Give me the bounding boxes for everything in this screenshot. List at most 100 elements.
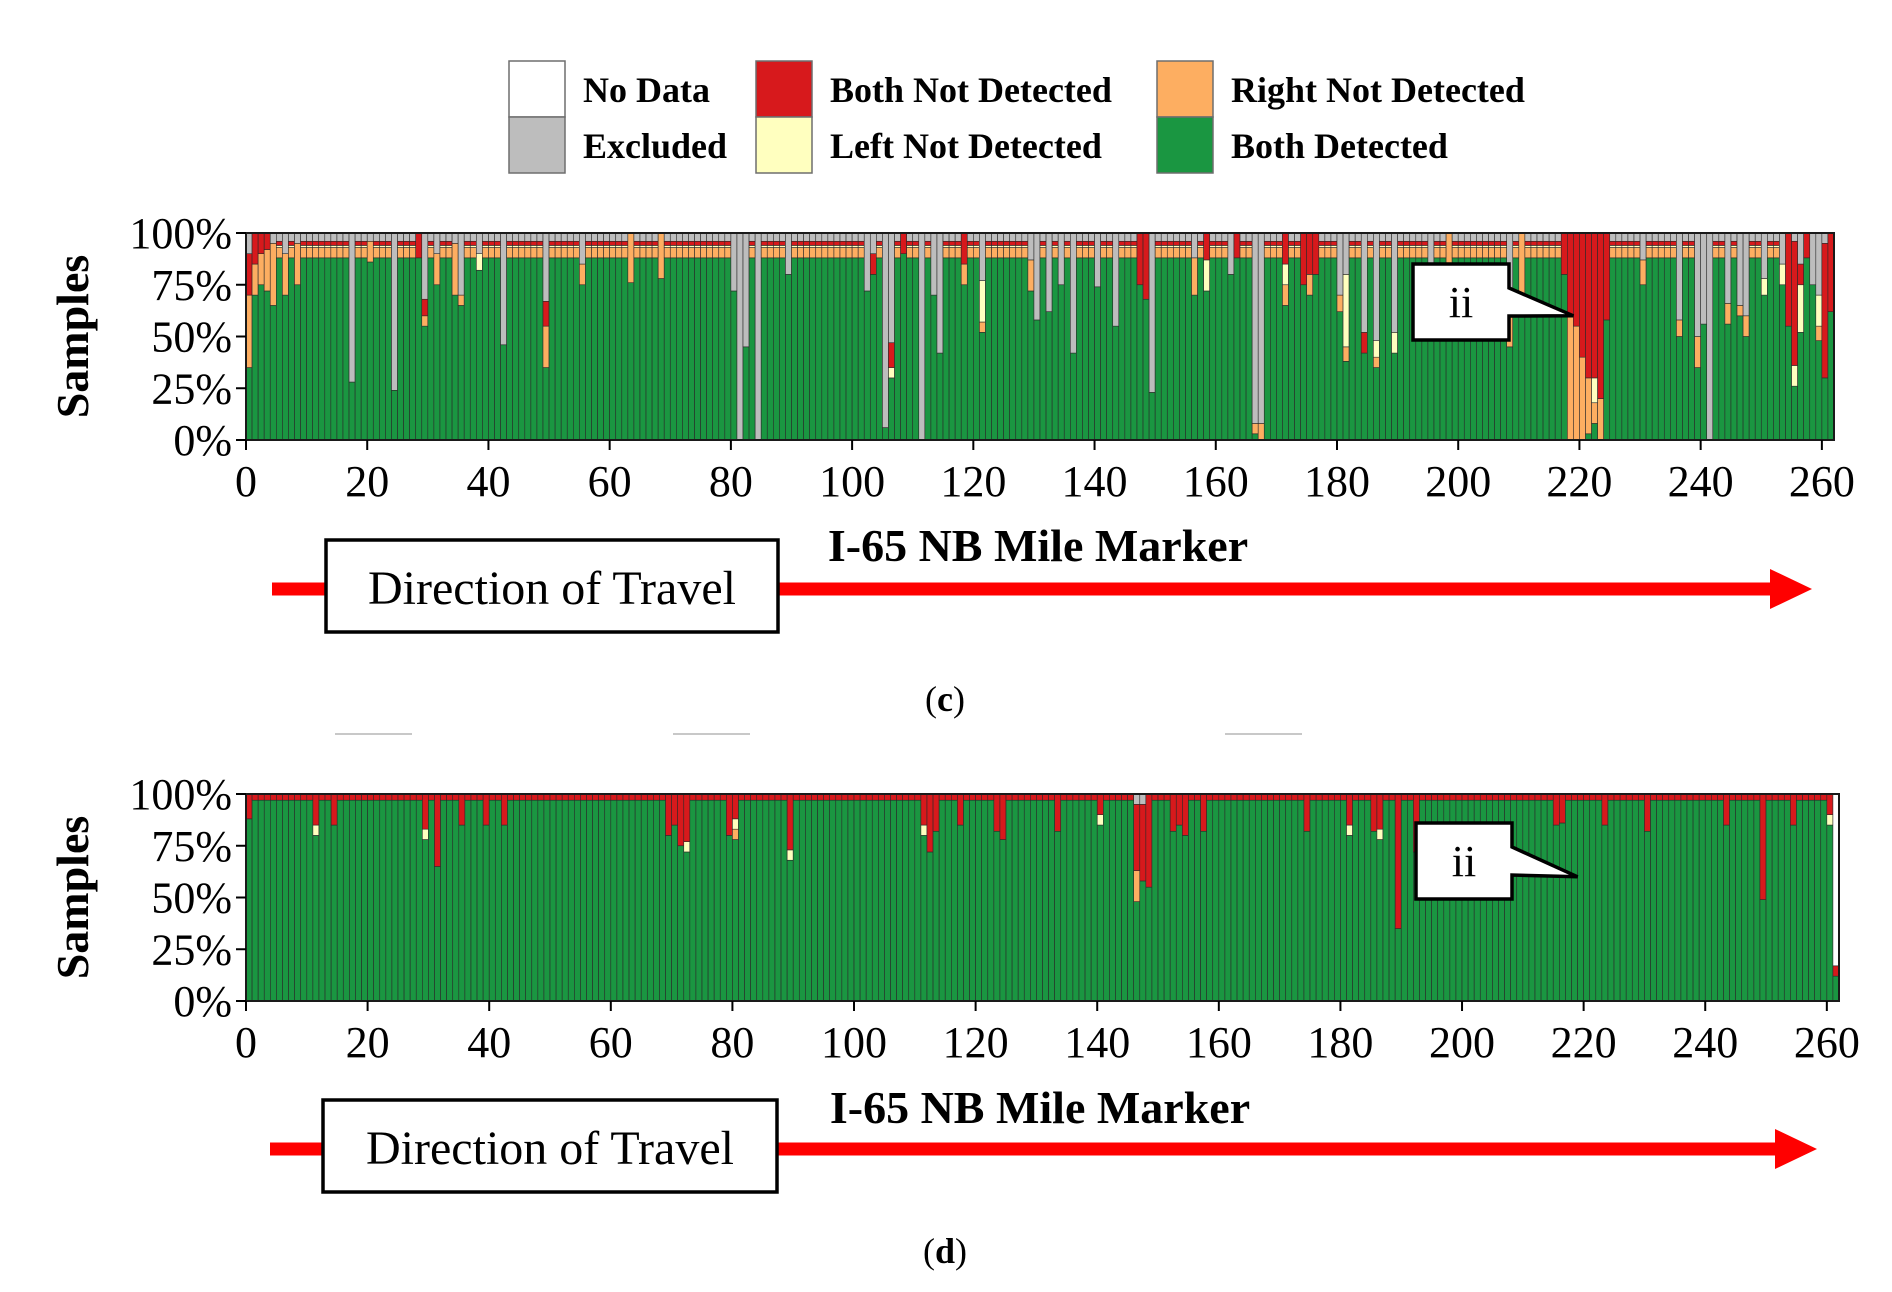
bar-segment-both-detected bbox=[1072, 799, 1080, 1002]
bar bbox=[1712, 232, 1720, 441]
bar bbox=[1015, 232, 1023, 441]
bar bbox=[355, 793, 362, 1002]
bar bbox=[403, 793, 411, 1002]
bar bbox=[1182, 793, 1189, 1002]
bar-segment-right-not-detected bbox=[839, 247, 847, 259]
bar-segment-both-detected bbox=[1300, 284, 1307, 441]
bar bbox=[1084, 793, 1092, 1002]
bar-segment-both-not-detected bbox=[1354, 240, 1362, 246]
bar-segment-both-detected bbox=[1078, 799, 1086, 1002]
bar-segment-excluded bbox=[1367, 232, 1374, 242]
bar-segment-both-not-detected bbox=[621, 240, 629, 246]
bar-segment-both-detected bbox=[1591, 423, 1598, 441]
bar-segment-both-not-detected bbox=[1160, 240, 1168, 246]
bar-segment-right-not-detected bbox=[1215, 247, 1223, 259]
bar-segment-left-not-detected bbox=[372, 245, 380, 248]
bar-segment-both-not-detected bbox=[1303, 793, 1311, 832]
bar bbox=[1615, 232, 1623, 441]
bar bbox=[1573, 232, 1580, 441]
bar bbox=[969, 793, 976, 1002]
y-tick-label: 50% bbox=[151, 313, 232, 362]
bar-segment-both-detected bbox=[342, 799, 350, 1002]
bar bbox=[360, 232, 368, 441]
bar bbox=[1124, 232, 1132, 441]
bar-segment-excluded bbox=[991, 232, 998, 242]
bar-segment-excluded bbox=[1124, 232, 1132, 242]
bar-segment-both-detected bbox=[288, 257, 295, 441]
bar bbox=[251, 232, 259, 441]
bar-segment-both-detected bbox=[615, 257, 623, 441]
bar-segment-left-not-detected bbox=[427, 245, 435, 248]
bar-segment-excluded bbox=[930, 232, 938, 296]
bar-segment-both-detected bbox=[985, 257, 992, 441]
bar-segment-both-detected bbox=[330, 824, 338, 1002]
bar-segment-both-detected bbox=[294, 284, 301, 441]
bar bbox=[1188, 793, 1195, 1002]
bar-segment-right-not-detected bbox=[518, 247, 526, 259]
bar-segment-both-not-detected bbox=[415, 232, 423, 259]
x-tick-label: 80 bbox=[710, 1018, 754, 1067]
bar-segment-both-detected bbox=[981, 799, 989, 1002]
bar-segment-excluded bbox=[1139, 793, 1147, 805]
bar bbox=[507, 793, 514, 1002]
bar-segment-left-not-detected bbox=[1263, 245, 1271, 248]
bar bbox=[1809, 232, 1817, 441]
bar-segment-both-detected bbox=[1633, 257, 1641, 441]
bar-segment-excluded bbox=[1379, 232, 1386, 242]
bar bbox=[1076, 232, 1083, 441]
bar-segment-left-not-detected bbox=[1063, 245, 1071, 248]
bar-segment-both-detected bbox=[367, 799, 374, 1002]
bar bbox=[1088, 232, 1095, 441]
bar bbox=[1536, 232, 1544, 441]
bar bbox=[1651, 232, 1659, 441]
bar-segment-both-not-detected bbox=[482, 240, 489, 246]
bar bbox=[428, 793, 435, 1002]
bar bbox=[726, 793, 733, 1002]
bar-segment-both-not-detected bbox=[1603, 232, 1611, 321]
bar-segment-left-not-detected bbox=[1124, 245, 1132, 248]
bar-segment-both-detected bbox=[306, 799, 314, 1002]
bar-segment-right-not-detected bbox=[851, 247, 859, 259]
bar bbox=[366, 232, 374, 441]
bar-segment-excluded bbox=[894, 232, 901, 242]
bar-segment-excluded bbox=[869, 232, 877, 255]
bar bbox=[634, 793, 642, 1002]
bar-segment-both-not-detected bbox=[869, 253, 877, 275]
panel-label-letter: c bbox=[937, 679, 953, 719]
bar-segment-left-not-detected bbox=[1409, 245, 1417, 248]
bar bbox=[859, 793, 867, 1002]
bar-segment-right-not-detected bbox=[1585, 377, 1592, 435]
bar-segment-left-not-detected bbox=[1826, 814, 1834, 826]
bar-segment-both-detected bbox=[288, 799, 295, 1002]
bar-segment-both-detected bbox=[1645, 257, 1653, 441]
bar-segment-right-not-detected bbox=[494, 247, 501, 259]
bar bbox=[1285, 793, 1293, 1002]
bar-segment-both-detected bbox=[1194, 799, 1201, 1002]
bar-segment-both-detected bbox=[500, 344, 507, 441]
bar-segment-right-not-detected bbox=[421, 315, 429, 327]
bar-segment-both-detected bbox=[884, 799, 891, 1002]
bar bbox=[985, 232, 992, 441]
bar bbox=[993, 793, 1001, 1002]
bar-segment-both-not-detected bbox=[966, 240, 974, 246]
bar bbox=[1676, 232, 1683, 441]
bar-segment-excluded bbox=[385, 232, 392, 242]
bar-segment-excluded bbox=[1688, 232, 1695, 242]
bar-segment-right-not-detected bbox=[639, 247, 647, 259]
bar-segment-left-not-detected bbox=[1276, 245, 1283, 248]
bar-segment-right-not-detected bbox=[306, 247, 313, 259]
bar-segment-both-detected bbox=[609, 257, 617, 441]
bar bbox=[501, 793, 508, 1002]
bar-segment-both-detected bbox=[1048, 799, 1055, 1002]
bar-segment-both-not-detected bbox=[894, 240, 901, 246]
bar-segment-both-not-detected bbox=[288, 240, 295, 246]
bar bbox=[513, 793, 520, 1002]
bar-segment-both-not-detected bbox=[1221, 240, 1229, 246]
bar-segment-both-detected bbox=[1045, 311, 1053, 441]
bar-segment-both-not-detected bbox=[469, 240, 477, 246]
bar-segment-both-detected bbox=[718, 257, 726, 441]
bar-segment-both-not-detected bbox=[403, 240, 410, 246]
bar-segment-both-detected bbox=[827, 257, 835, 441]
bar bbox=[811, 793, 818, 1002]
bar-segment-both-not-detected bbox=[1054, 793, 1062, 832]
